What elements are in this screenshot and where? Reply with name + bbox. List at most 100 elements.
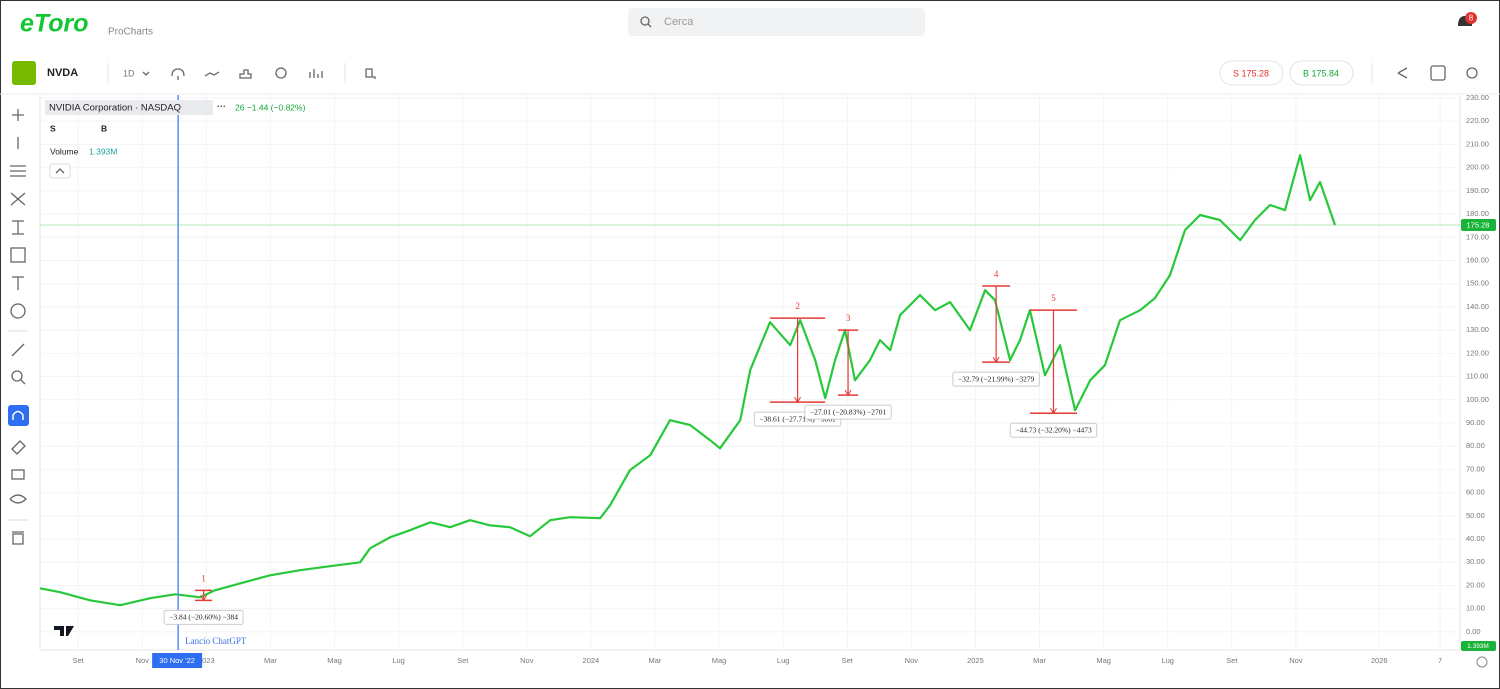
indicators-icon[interactable]	[204, 71, 220, 77]
drawdown-number: 4	[994, 269, 999, 279]
collapse-icon	[55, 168, 65, 174]
settings-icon[interactable]	[1466, 67, 1478, 79]
last-price-tag-text: 175.28	[1467, 221, 1490, 230]
y-tick-label: 60.00	[1466, 488, 1485, 497]
zoom-tool[interactable]	[20, 379, 26, 385]
interval[interactable]: 1D	[123, 68, 135, 78]
x-tick-label: Nov	[520, 656, 534, 665]
symbol[interactable]: NVDA	[47, 67, 78, 79]
fib-tool[interactable]	[10, 165, 26, 177]
x-tick-label: Mar	[1033, 656, 1046, 665]
x-tick-label: Set	[1226, 656, 1238, 665]
y-tick-label: 160.00	[1466, 255, 1489, 264]
drawdown-number: 2	[795, 301, 800, 311]
crosshair-label-box	[152, 653, 203, 668]
ruler-tool[interactable]	[11, 343, 25, 357]
x-tick-label: 2026	[1371, 656, 1388, 665]
buy-button[interactable]	[1289, 60, 1354, 86]
x-tick-label: 2024	[583, 656, 600, 665]
y-tick-label: 200.00	[1466, 163, 1489, 172]
legend-name[interactable]: NVIDIA Corporation · NASDAQ	[49, 103, 181, 114]
x-tick-label: Nov	[905, 656, 919, 665]
volume-tag-text: 1.393M	[1467, 643, 1489, 650]
y-tick-label: 150.00	[1466, 279, 1489, 288]
x-tick-label: 2023	[198, 656, 215, 665]
y-tick-label: 30.00	[1466, 557, 1485, 566]
price-line	[39, 154, 1337, 607]
drawdown-number: 1	[201, 573, 206, 583]
interval-chevron[interactable]	[142, 71, 150, 76]
zoom-tool[interactable]	[11, 370, 23, 382]
axis-settings-icon[interactable]	[1476, 656, 1488, 668]
legend-buy: B	[101, 123, 107, 133]
drawdown-label-box	[804, 404, 892, 420]
x-tick-label: Mag	[712, 656, 727, 665]
notification-count: 8	[1469, 14, 1474, 23]
x-tick-label: 7	[1438, 656, 1442, 665]
volume-value: 1.393M	[89, 146, 117, 156]
y-tick-label: 0.00	[1466, 627, 1481, 636]
x-tick-label: Mag	[327, 656, 342, 665]
projection-tool[interactable]	[12, 220, 24, 235]
drawdown-label-box	[952, 371, 1040, 387]
compare-icon[interactable]	[309, 69, 323, 78]
lock-tool[interactable]	[11, 469, 25, 480]
product-name: ProCharts	[108, 27, 153, 38]
chart-type-icon[interactable]	[171, 68, 185, 80]
y-tick-label: 50.00	[1466, 511, 1485, 520]
magnet-tool[interactable]	[8, 405, 29, 426]
y-tick-label: 10.00	[1466, 604, 1485, 613]
templates-icon[interactable]	[239, 69, 252, 79]
sell-price[interactable]: S 175.28	[1233, 68, 1269, 78]
y-tick-label: 100.00	[1466, 395, 1489, 404]
shape-tool[interactable]	[10, 247, 26, 263]
y-tick-label: 170.00	[1466, 232, 1489, 241]
search-placeholder[interactable]: Cerca	[664, 16, 694, 28]
logo[interactable]: eToro	[20, 10, 89, 38]
drawdown-label: −44.73 (−32.20%) −4473	[1015, 425, 1092, 434]
legend-change: 26 −1.44 (−0.82%)	[235, 102, 306, 112]
tradingview-logo	[54, 626, 74, 636]
replay-icon[interactable]	[365, 68, 376, 79]
header: eToro ProCharts Cerca 8	[20, 8, 1477, 38]
y-tick-label: 230.00	[1466, 93, 1489, 102]
plot-area: 0.00 10.00 20.00 30.00 40.00 50.00 60.00 70.00 8…	[39, 93, 1496, 668]
search-box[interactable]	[628, 8, 925, 36]
drawdown-label: −3.84 (−20.60%) −384	[169, 613, 238, 622]
delete-tool[interactable]	[12, 531, 24, 545]
x-tick-label: Set	[457, 656, 469, 665]
collapse-button[interactable]	[49, 163, 71, 179]
buy-price[interactable]: B 175.84	[1303, 68, 1339, 78]
fullscreen-icon[interactable]	[1430, 65, 1446, 81]
alert-icon[interactable]	[275, 67, 287, 79]
drawdown-label: −27.01 (−20.83%) −2701	[810, 407, 887, 416]
drawdown-label-box	[1009, 422, 1098, 438]
y-tick-label: 140.00	[1466, 302, 1489, 311]
crosshair-tool[interactable]	[12, 109, 24, 121]
y-tick-label: 120.00	[1466, 348, 1489, 357]
lock-draw-tool[interactable]	[11, 440, 26, 455]
emoji-tool[interactable]	[10, 303, 26, 319]
visibility-tool[interactable]	[9, 494, 27, 504]
drawdown-number: 3	[846, 313, 851, 323]
legend-sell: S	[50, 123, 56, 133]
x-tick-label: Lug	[1161, 656, 1174, 665]
y-tick-label: 180.00	[1466, 209, 1489, 218]
symbol-icon	[12, 61, 36, 85]
share-icon[interactable]	[1397, 67, 1408, 79]
magnet-icon	[12, 410, 24, 420]
pattern-tool[interactable]	[10, 192, 26, 206]
crosshair-note: Lancio ChatGPT	[185, 636, 247, 646]
text-tool[interactable]	[12, 276, 24, 290]
x-tick-label: 2025	[967, 656, 984, 665]
y-tick-label: 130.00	[1466, 325, 1489, 334]
legend-more[interactable]: ···	[217, 101, 226, 111]
sell-button[interactable]	[1219, 60, 1284, 86]
x-tick-label: Mar	[649, 656, 662, 665]
search-icon	[640, 16, 650, 26]
drawdown-number: 5	[1051, 293, 1056, 303]
x-tick-label: Mar	[264, 656, 277, 665]
